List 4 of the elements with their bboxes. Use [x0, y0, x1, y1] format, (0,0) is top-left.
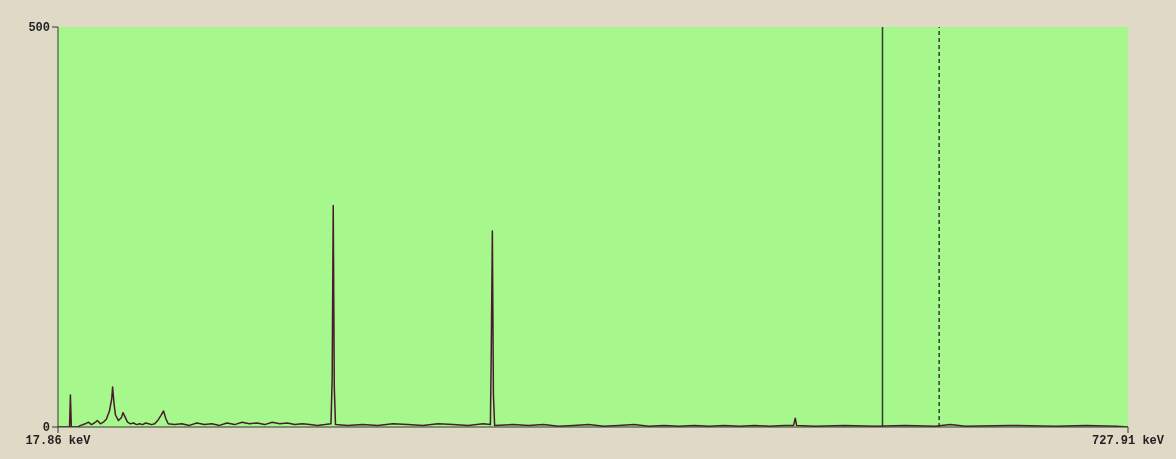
y-tick-label: 0: [42, 421, 50, 436]
y-tick-label: 500: [28, 21, 50, 36]
x-tick-label: 727.91 keV: [1091, 433, 1165, 448]
x-tick-label: 17.86 keV: [25, 433, 92, 448]
